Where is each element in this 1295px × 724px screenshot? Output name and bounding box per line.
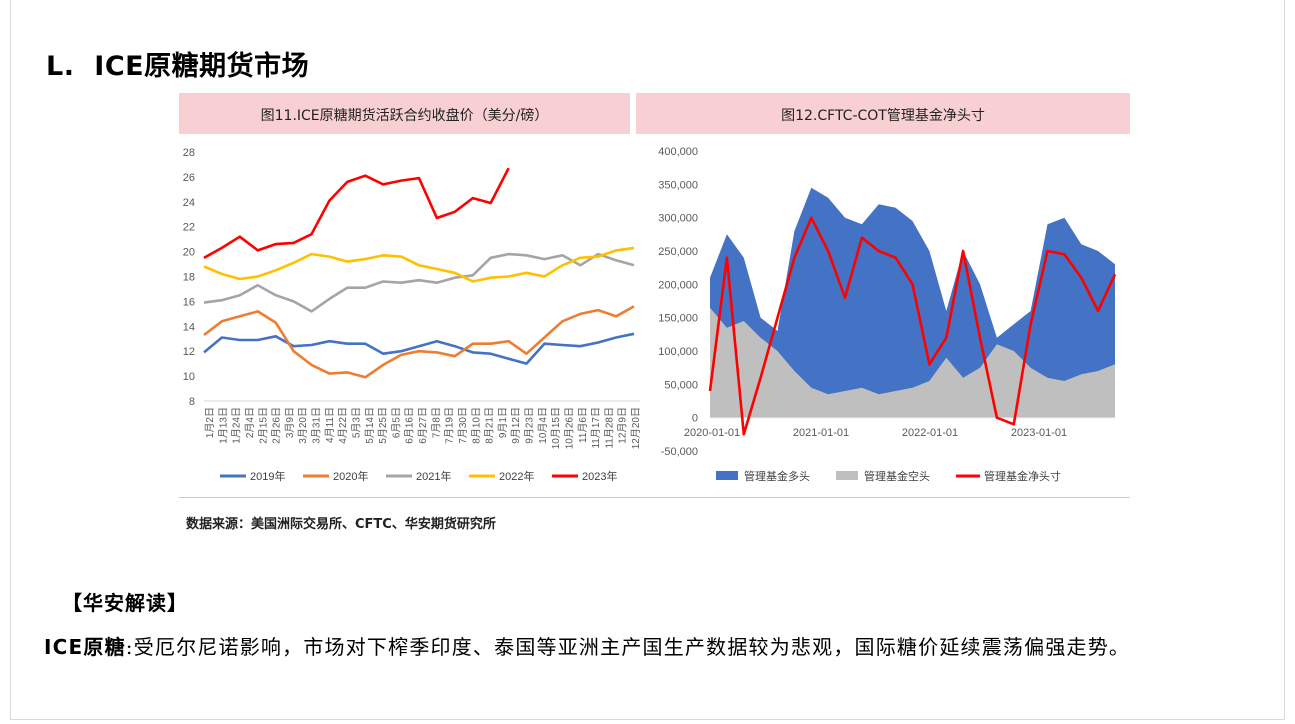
legend-label: 管理基金空头 <box>864 469 930 483</box>
x-tick-label: 7月30日 <box>457 407 469 444</box>
page-frame <box>10 0 1285 720</box>
y-tick-label: 400,000 <box>658 146 698 158</box>
x-tick-label: 2022-01-01 <box>902 427 958 439</box>
series-line <box>203 252 635 313</box>
y-tick-label: 12 <box>183 346 195 358</box>
y-tick-label: -50,000 <box>661 446 698 458</box>
x-tick-label: 6月27日 <box>417 407 429 444</box>
x-tick-label: 11月17日 <box>590 407 602 449</box>
shorts-area <box>710 307 1115 418</box>
interpretation-body: ICE原糖:受厄尔尼诺影响，市场对下榨季印度、泰国等亚洲主产国生产数据较为悲观，… <box>44 628 1224 666</box>
x-tick-label: 12月9日 <box>617 407 629 444</box>
y-tick-label: 24 <box>183 197 195 209</box>
series-line <box>203 332 635 365</box>
x-tick-label: 1月2日 <box>204 407 216 438</box>
y-tick-label: 18 <box>183 272 195 284</box>
left-chart-banner: 图11.ICE原糖期货活跃合约收盘价（美分/磅） <box>179 93 630 134</box>
x-tick-label: 3月20日 <box>297 407 309 444</box>
x-tick-label: 3月31日 <box>311 407 323 444</box>
x-tick-label: 6月16日 <box>404 407 416 444</box>
net-position-line <box>708 216 1117 436</box>
x-tick-label: 1月13日 <box>217 407 229 444</box>
y-tick-label: 0 <box>692 413 698 425</box>
x-tick-label: 9月23日 <box>524 407 536 444</box>
y-tick-label: 28 <box>183 147 195 159</box>
legend-swatch <box>836 471 858 480</box>
right-chart-banner: 图12.CFTC-COT管理基金净头寸 <box>636 93 1130 134</box>
y-tick-label: 8 <box>189 396 195 408</box>
y-tick-label: 200,000 <box>658 279 698 291</box>
y-tick-label: 50,000 <box>664 379 698 391</box>
right-chart-title: 图12.CFTC-COT管理基金净头寸 <box>781 108 985 124</box>
x-tick-label: 2020-01-01 <box>684 427 740 439</box>
x-tick-label: 4月22日 <box>337 407 349 444</box>
legend-label: 管理基金多头 <box>744 469 810 483</box>
legend-label: 2019年 <box>250 469 285 483</box>
left-chart-title: 图11.ICE原糖期货活跃合约收盘价（美分/磅） <box>260 108 549 124</box>
legend-label: 2023年 <box>582 469 617 483</box>
x-tick-label: 10月4日 <box>537 407 549 444</box>
y-tick-label: 10 <box>183 371 195 383</box>
x-tick-label: 4月11日 <box>324 407 336 443</box>
legend-swatch <box>716 471 738 480</box>
interpretation-colon: : <box>125 635 134 659</box>
x-tick-label: 12月20日 <box>630 407 642 449</box>
x-tick-label: 2月4日 <box>244 407 256 438</box>
y-tick-label: 20 <box>183 247 195 259</box>
x-tick-label: 10月26日 <box>563 407 575 449</box>
series-line <box>203 167 510 259</box>
section-marker: L. <box>46 51 75 82</box>
x-tick-label: 5月3日 <box>350 407 362 438</box>
x-tick-label: 7月8日 <box>430 407 442 438</box>
y-tick-label: 14 <box>183 321 195 333</box>
x-tick-label: 6月5日 <box>390 407 402 438</box>
legend-label: 2022年 <box>499 469 534 483</box>
x-tick-label: 9月12日 <box>510 407 522 444</box>
x-tick-label: 11月6日 <box>577 407 589 443</box>
series-line <box>203 305 635 379</box>
x-tick-label: 10月15日 <box>550 407 562 449</box>
data-source: 数据来源：美国洲际交易所、CFTC、华安期货研究所 <box>186 517 496 532</box>
x-tick-label: 7月19日 <box>444 407 456 444</box>
x-tick-label: 2月15日 <box>257 407 269 444</box>
y-tick-label: 250,000 <box>658 246 698 258</box>
y-tick-label: 16 <box>183 296 195 308</box>
x-tick-label: 1月24日 <box>231 407 243 444</box>
x-tick-label: 2021-01-01 <box>793 427 849 439</box>
x-tick-label: 3月9日 <box>284 407 296 438</box>
legend-label: 2021年 <box>416 469 451 483</box>
interpretation-text: 受厄尔尼诺影响，市场对下榨季印度、泰国等亚洲主产国生产数据较为悲观，国际糖价延续… <box>133 635 1131 659</box>
x-tick-label: 8月21日 <box>484 407 496 444</box>
y-tick-label: 26 <box>183 172 195 184</box>
interpretation-title: 【华安解读】 <box>62 591 188 615</box>
source-divider <box>179 497 1130 498</box>
y-tick-label: 350,000 <box>658 179 698 191</box>
x-tick-label: 8月10日 <box>470 407 482 444</box>
interpretation-lead: ICE原糖 <box>44 635 126 659</box>
legend-label: 2020年 <box>333 469 368 483</box>
x-tick-label: 2月26日 <box>271 407 283 444</box>
y-tick-label: 22 <box>183 222 195 234</box>
y-tick-label: 300,000 <box>658 213 698 225</box>
section-heading: L. ICE原糖期货市场 <box>46 44 309 83</box>
y-tick-label: 100,000 <box>658 346 698 358</box>
legend-label: 管理基金净头寸 <box>984 469 1061 483</box>
x-tick-label: 11月28日 <box>603 407 615 449</box>
cftc-position-chart: -50,000 0 50,000 100,000 150,000 200,000 250,0… <box>658 146 1117 483</box>
x-tick-label: 9月1日 <box>497 407 509 438</box>
y-tick-label: 150,000 <box>658 313 698 325</box>
x-tick-label: 5月25日 <box>377 407 389 444</box>
section-title: ICE原糖期货市场 <box>94 51 310 82</box>
series-line <box>203 246 635 283</box>
x-tick-label: 5月14日 <box>364 407 376 444</box>
x-tick-label: 2023-01-01 <box>1011 427 1067 439</box>
